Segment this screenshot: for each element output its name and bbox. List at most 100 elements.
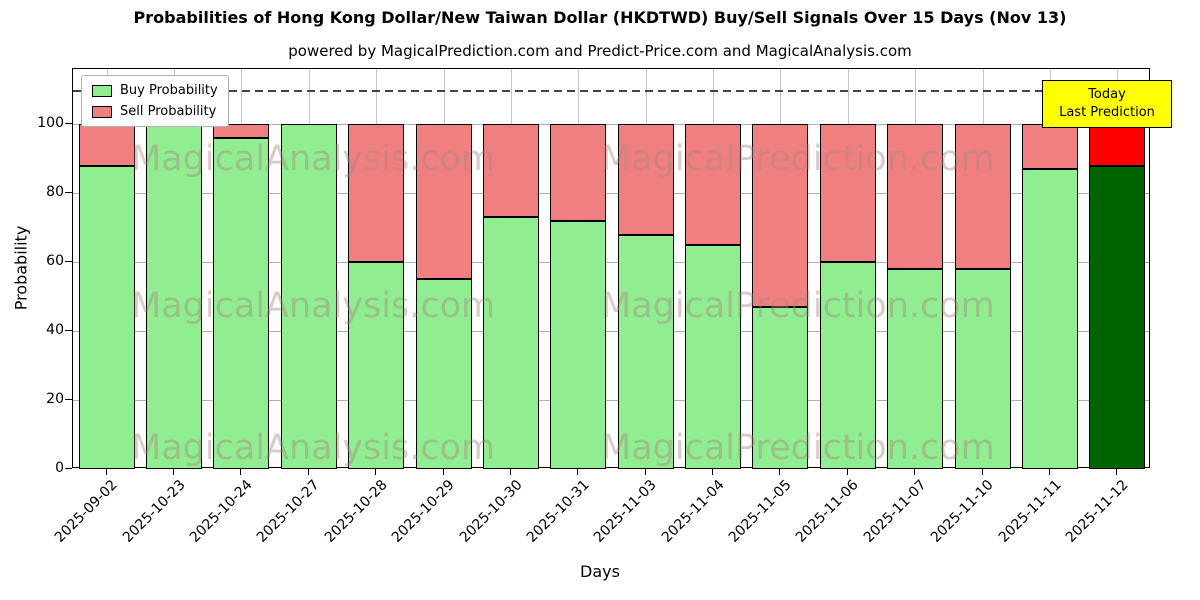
legend-item-buy: Buy Probability [92,83,218,98]
x-tick-label: 2025-11-10 [928,477,997,546]
v-gridline [645,69,647,467]
x-tick-mark [442,469,444,475]
x-tick-mark [307,469,309,475]
x-tick-label: 2025-10-24 [186,477,256,546]
x-tick-mark [1116,469,1118,475]
x-tick-label: 2025-10-28 [321,477,391,546]
h-gridline [73,193,1149,195]
bar-buy-2025-10-24 [213,137,270,469]
watermark-prediction: MagicalPrediction.com [601,286,995,326]
plot-area: MagicalAnalysis.com MagicalPrediction.com… [72,68,1150,469]
v-gridline [106,69,108,467]
bar-buy-2025-11-11 [1021,169,1078,469]
x-tick-label: 2025-11-05 [725,477,795,546]
x-tick-mark [105,469,107,475]
h-gridline [73,262,1149,264]
v-gridline [1049,69,1051,467]
bar-buy-2025-11-05 [752,306,809,469]
y-tick-mark [65,192,72,194]
bar-sell-2025-10-29 [415,124,472,280]
v-gridline [847,69,849,467]
h-gridline [73,124,1149,126]
bar-sell-2025-11-04 [685,124,742,245]
x-tick-label: 2025-11-06 [793,477,863,546]
y-axis-label: Probability [11,225,31,311]
x-axis-label: Days [580,562,620,581]
y-tick-mark [65,468,72,469]
x-tick-label: 2025-11-04 [658,477,728,546]
x-tick-mark [375,469,377,475]
y-tick-label: 40 [46,322,64,339]
bar-buy-2025-10-30 [482,217,539,469]
bar-sell-2025-10-31 [550,124,607,221]
y-tick-mark [65,330,72,332]
x-tick-label: 2025-11-03 [591,477,661,546]
bar-buy-2025-11-12 [1089,165,1146,469]
watermarks-layer: MagicalAnalysis.com MagicalPrediction.com… [73,69,1149,468]
y-tick-mark [65,399,72,401]
legend-item-sell: Sell Probability [92,104,218,119]
x-tick-label: 2025-10-31 [523,477,593,546]
bar-buy-2025-09-02 [78,165,135,469]
watermark-analysis: MagicalAnalysis.com [131,286,496,326]
h-gridline [73,331,1149,333]
v-gridline [443,69,445,467]
x-tick-mark [173,469,175,475]
sell-probability-swatch [92,105,112,118]
bar-sell-2025-10-28 [348,124,405,263]
bar-sell-2025-11-12 [1089,124,1146,166]
bar-buy-2025-11-03 [617,234,674,469]
bar-sell-2025-11-10 [954,124,1011,269]
today-annotation-line1: Today [1088,87,1126,102]
v-gridline [376,69,378,467]
x-tick-mark [914,469,916,475]
x-tick-mark [577,469,579,475]
x-tick-label: 2025-10-27 [254,477,324,546]
legend: Buy Probability Sell Probability [81,75,229,127]
legend-label-sell: Sell Probability [120,104,217,119]
h-gridline [73,400,1149,402]
chart-title: Probabilities of Hong Kong Dollar/New Ta… [133,8,1067,27]
x-tick-mark [846,469,848,475]
bar-buy-2025-10-28 [348,262,405,469]
watermark-prediction: MagicalPrediction.com [601,428,995,468]
v-gridline [915,69,917,467]
x-tick-label: 2025-10-30 [456,477,526,546]
bar-buy-2025-11-04 [685,244,742,469]
v-gridline [982,69,984,467]
x-tick-mark [981,469,983,475]
gridlines [73,69,1149,467]
x-tick-label: 2025-11-07 [860,477,930,546]
today-annotation: Today Last Prediction [1042,80,1172,128]
x-tick-mark [644,469,646,475]
x-tick-mark [712,469,714,475]
v-gridline [578,69,580,467]
v-gridline [241,69,243,467]
bar-sell-2025-11-03 [617,124,674,235]
bar-sell-2025-11-11 [1021,124,1078,169]
x-tick-mark [779,469,781,475]
legend-label-buy: Buy Probability [120,83,218,98]
threshold-dashed-line [73,89,1149,92]
v-gridline [174,69,176,467]
x-tick-label: 2025-11-12 [1062,477,1132,546]
bars-layer [73,69,1149,469]
v-gridline [510,69,512,467]
v-gridline [308,69,310,467]
bar-sell-2025-11-06 [819,124,876,263]
x-tick-label: 2025-11-11 [995,477,1065,546]
bar-buy-2025-10-31 [550,220,607,469]
bar-buy-2025-10-23 [146,124,203,469]
y-tick-mark [65,123,72,125]
watermark-analysis: MagicalAnalysis.com [131,139,496,179]
bar-buy-2025-11-06 [819,262,876,469]
x-tick-mark [509,469,511,475]
today-annotation-line2: Last Prediction [1059,105,1155,120]
y-tick-label: 80 [46,184,64,201]
watermark-analysis: MagicalAnalysis.com [131,428,496,468]
y-tick-mark [65,261,72,263]
bar-sell-2025-10-30 [482,124,539,218]
watermark-prediction: MagicalPrediction.com [601,139,995,179]
y-tick-label: 100 [37,115,64,132]
